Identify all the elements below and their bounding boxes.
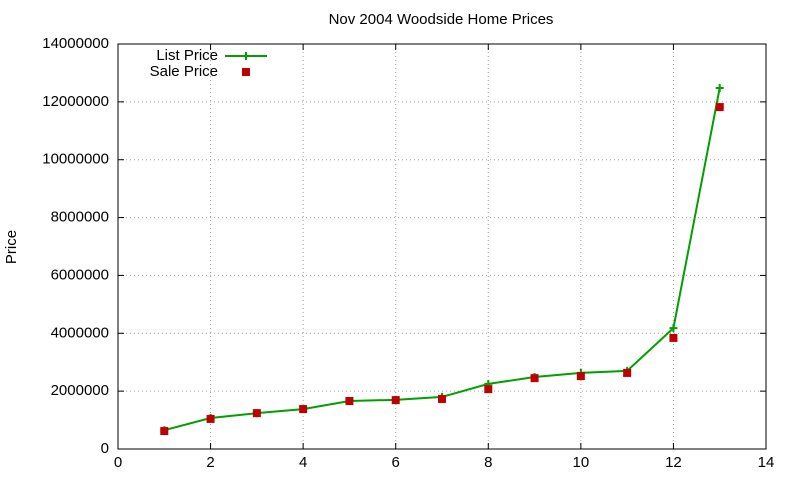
point-marker bbox=[530, 374, 539, 383]
point-marker bbox=[576, 372, 585, 381]
point-marker bbox=[438, 394, 446, 403]
x-tick-label: 8 bbox=[484, 454, 492, 471]
point-marker bbox=[715, 103, 724, 112]
x-tick-label: 4 bbox=[299, 454, 307, 471]
x-tick-label: 14 bbox=[758, 454, 775, 471]
legend-marker bbox=[242, 52, 250, 60]
series-line bbox=[164, 87, 721, 432]
y-axis-label: Price bbox=[3, 230, 20, 264]
x-tick-label: 6 bbox=[392, 454, 400, 471]
legend-label: List Price bbox=[156, 47, 218, 64]
y-tick-label: 8000000 bbox=[51, 209, 109, 226]
point-marker bbox=[715, 83, 724, 92]
x-tick-label: 0 bbox=[114, 454, 122, 471]
y-tick-label: 4000000 bbox=[51, 324, 109, 341]
point-marker bbox=[669, 324, 678, 333]
y-tick-label: 0 bbox=[101, 440, 109, 457]
plot-frame bbox=[117, 43, 767, 450]
point-marker bbox=[623, 368, 632, 377]
point-marker bbox=[299, 405, 308, 414]
point-marker bbox=[484, 385, 493, 394]
y-tick-label: 6000000 bbox=[51, 266, 109, 283]
y-tick-label: 2000000 bbox=[51, 382, 109, 399]
point-marker bbox=[345, 396, 354, 405]
x-tick-label: 12 bbox=[665, 454, 682, 471]
point-marker bbox=[391, 396, 400, 405]
point-marker bbox=[252, 409, 261, 418]
point-marker bbox=[206, 414, 215, 423]
point-marker bbox=[669, 333, 678, 342]
point-marker bbox=[160, 427, 169, 436]
chart-title: Nov 2004 Woodside Home Prices bbox=[329, 11, 554, 28]
x-tick-label: 2 bbox=[206, 454, 214, 471]
legend-marker bbox=[242, 68, 250, 76]
y-tick-label: 10000000 bbox=[42, 151, 109, 168]
legend-label: Sale Price bbox=[150, 63, 218, 80]
y-tick-label: 12000000 bbox=[42, 93, 109, 110]
y-tick-label: 14000000 bbox=[42, 35, 109, 52]
x-tick-label: 10 bbox=[573, 454, 590, 471]
